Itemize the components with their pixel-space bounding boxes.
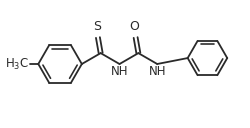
Text: NH: NH — [111, 65, 128, 78]
Text: S: S — [93, 20, 101, 33]
Text: NH: NH — [148, 65, 166, 78]
Text: H$_3$C: H$_3$C — [5, 56, 29, 72]
Text: O: O — [130, 20, 140, 33]
